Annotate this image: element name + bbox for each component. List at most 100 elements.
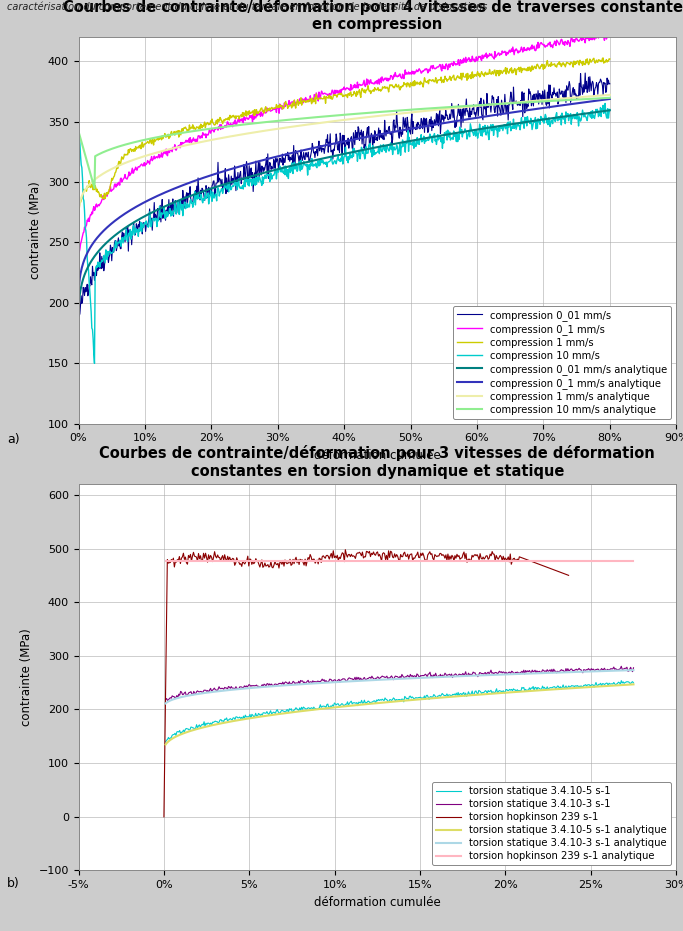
compression 0_1 mm/s <box>413 65 421 76</box>
compression 0_01 mm/s analytique <box>75 294 83 305</box>
compression 1 mm/s <box>606 53 614 64</box>
compression 0_01 mm/s analytique <box>532 115 540 126</box>
Line: compression 1 mm/s analytique: compression 1 mm/s analytique <box>79 95 610 206</box>
torsion statique 3.4.10-3 s-1 analytique <box>440 671 448 682</box>
Y-axis label: contrainte (MPa): contrainte (MPa) <box>20 628 33 726</box>
Line: torsion hopkinson 239 s-1: torsion hopkinson 239 s-1 <box>164 549 568 816</box>
compression 10 mm/s analytique <box>533 96 541 107</box>
compression 0_01 mm/s analytique <box>108 233 116 244</box>
compression 10 mm/s <box>606 104 614 115</box>
torsion statique 3.4.10-3 s-1 analytique <box>618 665 626 676</box>
Line: compression 0_01 mm/s: compression 0_01 mm/s <box>79 73 610 316</box>
compression 1 mm/s analytique <box>477 100 486 111</box>
compression 0_1 mm/s <box>606 30 614 41</box>
torsion hopkinson 239 s-1 <box>493 552 501 563</box>
compression 0_1 mm/s analytique <box>75 278 83 290</box>
torsion statique 3.4.10-5 s-1 analytique <box>415 694 423 705</box>
compression 0_1 mm/s <box>604 25 613 36</box>
compression 1 mm/s analytique <box>413 106 421 117</box>
Line: torsion statique 3.4.10-3 s-1 analytique: torsion statique 3.4.10-3 s-1 analytique <box>166 670 634 704</box>
compression 1 mm/s analytique <box>108 163 116 174</box>
torsion hopkinson 239 s-1 <box>564 570 572 581</box>
compression 0_01 mm/s <box>108 255 116 266</box>
torsion hopkinson 239 s-1 <box>378 556 386 567</box>
compression 10 mm/s <box>601 98 609 109</box>
torsion hopkinson 239 s-1 <box>160 811 168 822</box>
torsion statique 3.4.10-5 s-1 analytique <box>384 696 392 708</box>
compression 10 mm/s <box>75 131 83 142</box>
torsion statique 3.4.10-5 s-1 <box>387 695 395 706</box>
Line: compression 0_1 mm/s: compression 0_1 mm/s <box>79 31 610 252</box>
compression 10 mm/s <box>398 142 406 153</box>
compression 0_01 mm/s analytique <box>398 137 406 148</box>
torsion hopkinson 239 s-1 analytique <box>630 555 638 566</box>
X-axis label: déformation cumulée: déformation cumulée <box>314 449 441 462</box>
compression 0_1 mm/s analytique <box>398 125 406 136</box>
torsion statique 3.4.10-3 s-1 analytique <box>630 665 638 676</box>
Line: compression 10 mm/s: compression 10 mm/s <box>79 103 610 363</box>
compression 10 mm/s analytique <box>478 100 486 111</box>
Text: caractérisation du comportement du cuivre et du tantale en fonction de la densit: caractérisation du comportement du cuivr… <box>7 2 487 12</box>
compression 0_01 mm/s <box>581 67 589 78</box>
compression 0_01 mm/s analytique <box>413 134 421 145</box>
torsion statique 3.4.10-3 s-1 analytique <box>384 674 392 685</box>
compression 1 mm/s analytique <box>383 109 391 120</box>
compression 10 mm/s <box>478 130 486 142</box>
compression 10 mm/s analytique <box>398 105 406 116</box>
compression 1 mm/s analytique <box>606 89 614 101</box>
compression 1 mm/s <box>383 82 391 93</box>
Text: b): b) <box>7 877 20 890</box>
compression 10 mm/s analytique <box>109 143 117 155</box>
Line: compression 0_1 mm/s analytique: compression 0_1 mm/s analytique <box>79 99 610 284</box>
compression 10 mm/s <box>533 115 541 127</box>
torsion statique 3.4.10-3 s-1 <box>385 672 393 683</box>
torsion statique 3.4.10-5 s-1 <box>545 682 553 694</box>
compression 0_01 mm/s analytique <box>477 123 486 134</box>
compression 0_01 mm/s <box>532 88 540 100</box>
compression 0_01 mm/s <box>383 127 391 138</box>
torsion statique 3.4.10-3 s-1 <box>163 695 171 706</box>
Line: compression 1 mm/s: compression 1 mm/s <box>79 58 610 209</box>
torsion hopkinson 239 s-1 analytique <box>415 555 423 566</box>
compression 0_01 mm/s <box>477 108 486 119</box>
compression 0_01 mm/s analytique <box>383 140 391 151</box>
torsion statique 3.4.10-3 s-1 <box>630 662 638 673</box>
torsion statique 3.4.10-3 s-1 <box>617 661 626 672</box>
Line: compression 0_01 mm/s analytique: compression 0_01 mm/s analytique <box>79 110 610 300</box>
torsion hopkinson 239 s-1 analytique <box>440 555 448 566</box>
Title: Courbes de contrainte/déformation pour 4 vitesses de traverses constantes
en com: Courbes de contrainte/déformation pour 4… <box>63 0 683 32</box>
compression 0_1 mm/s analytique <box>413 122 421 133</box>
compression 0_1 mm/s analytique <box>606 93 614 104</box>
compression 1 mm/s analytique <box>532 95 540 106</box>
compression 10 mm/s analytique <box>75 128 83 140</box>
torsion hopkinson 239 s-1 <box>415 552 423 563</box>
torsion statique 3.4.10-3 s-1 analytique <box>387 674 395 685</box>
compression 0_1 mm/s <box>398 73 406 84</box>
Legend: torsion statique 3.4.10-5 s-1, torsion statique 3.4.10-3 s-1, torsion hopkinson : torsion statique 3.4.10-5 s-1, torsion s… <box>432 782 671 866</box>
torsion statique 3.4.10-5 s-1 <box>440 690 448 701</box>
compression 1 mm/s <box>75 203 83 214</box>
compression 0_01 mm/s <box>413 124 421 135</box>
torsion statique 3.4.10-5 s-1 analytique <box>618 680 626 691</box>
Line: torsion statique 3.4.10-5 s-1 analytique: torsion statique 3.4.10-5 s-1 analytique <box>166 684 634 745</box>
torsion statique 3.4.10-5 s-1 <box>630 677 638 688</box>
compression 0_01 mm/s <box>398 131 406 142</box>
Legend: compression 0_01 mm/s, compression 0_1 mm/s, compression 1 mm/s, compression 10 : compression 0_01 mm/s, compression 0_1 m… <box>453 306 671 419</box>
torsion statique 3.4.10-5 s-1 analytique <box>440 692 448 703</box>
torsion statique 3.4.10-5 s-1 analytique <box>387 696 395 708</box>
torsion statique 3.4.10-3 s-1 <box>416 671 424 682</box>
compression 0_01 mm/s analytique <box>606 104 614 115</box>
compression 0_1 mm/s <box>75 247 83 258</box>
torsion hopkinson 239 s-1 analytique <box>387 555 395 566</box>
compression 10 mm/s analytique <box>414 103 422 115</box>
torsion hopkinson 239 s-1 analytique <box>384 555 392 566</box>
compression 1 mm/s analytique <box>398 108 406 119</box>
compression 1 mm/s <box>532 63 540 74</box>
compression 0_01 mm/s <box>75 310 83 321</box>
compression 1 mm/s <box>108 173 116 184</box>
torsion statique 3.4.10-5 s-1 analytique <box>162 739 170 750</box>
torsion statique 3.4.10-5 s-1 <box>617 675 626 686</box>
compression 0_1 mm/s <box>108 185 116 196</box>
Text: a): a) <box>7 433 19 446</box>
compression 0_1 mm/s <box>477 55 486 66</box>
